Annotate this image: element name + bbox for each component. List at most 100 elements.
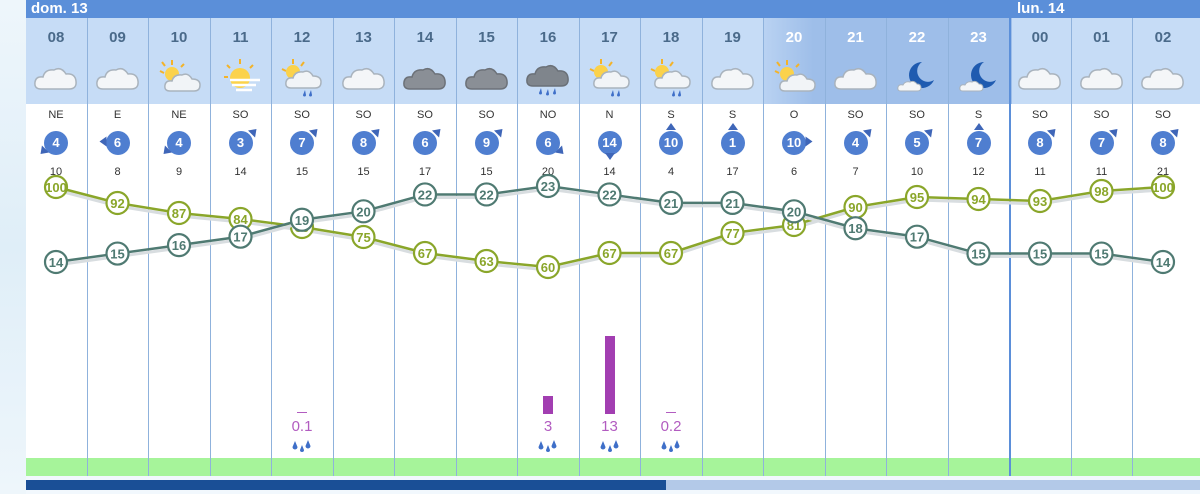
wind-gust: 14 [234,166,247,178]
humidity-point [105,190,130,216]
temperature-point [658,190,684,215]
humidity-label: 87 [172,206,186,221]
hour-label: 23 [970,29,987,46]
wind-gust: 9 [175,166,183,178]
wind-gust: 12 [972,166,985,178]
wind-gust: 15 [357,166,370,178]
humidity-point [351,224,376,250]
temperature-point [289,207,315,232]
hour-label: 14 [416,29,434,46]
rain-dash [297,412,307,413]
wind-direction: SO [355,109,372,121]
temperature-label: 23 [541,179,555,194]
wind-gust: 15 [480,166,493,178]
wind-direction: SO [847,109,864,121]
hour-label: 00 [1031,29,1049,46]
humidity-label: 67 [602,246,616,261]
humidity-label: 63 [479,254,493,269]
wind-speed-badge: 9 [474,131,499,155]
wind-speed-badge: 10 [659,131,683,155]
temperature-point [535,173,561,199]
wind-gust: 11 [1034,166,1046,178]
temperature-label: 15 [1033,247,1047,262]
column-divider [825,18,826,476]
timeline-scrollbar-thumb[interactable] [26,480,666,490]
rain-bar [543,396,553,414]
humidity-label: 93 [1033,194,1047,209]
sun-cloud-icon [154,58,204,98]
humidity-point [474,248,499,274]
wind-gust: 15 [295,166,309,178]
temperature-point [904,224,930,249]
column-divider [87,18,88,476]
temperature-label: 22 [602,187,616,202]
wind-direction: SO [417,109,433,121]
temperature-label: 22 [418,187,432,202]
humidity-point [1027,188,1053,214]
wind-speed-badge: 8 [1151,131,1175,155]
column-divider [148,18,149,476]
sun-cloud-rain-icon [585,58,635,98]
temperature-label: 20 [356,204,370,219]
wind-gust: 4 [667,166,675,178]
temperature-point [720,190,745,215]
rain-amount: 13 [601,418,618,435]
wind-direction: SO [294,109,310,121]
wind-speed-badge: 10 [782,131,806,155]
rain-drops-icon [598,438,622,454]
cloud-icon [831,58,881,98]
wind-direction: SO [909,109,925,121]
wind-direction: S [667,109,675,121]
wind-direction: S [974,109,983,121]
wind-arrow-icon [604,153,615,160]
column-divider [517,18,518,476]
day-header-monday: lun. 14 [1012,0,1200,18]
temperature-point [597,182,622,207]
wind-speed-badge: 8 [351,131,376,155]
column-divider [1009,18,1011,476]
column-divider [333,18,334,476]
wind-speed-badge: 3 [228,131,253,155]
rain-drops-icon [659,438,683,454]
column-divider [1071,18,1072,476]
rain-amount: 3 [543,418,553,435]
column-divider [640,18,641,476]
temperature-point [412,182,438,207]
rain-drops-icon [290,438,314,454]
temperature-label: 15 [1094,247,1108,262]
temperature-point [843,216,868,241]
humidity-point [966,186,991,212]
wind-speed-badge: 6 [536,131,560,155]
temperature-label: 20 [787,204,801,219]
wind-direction: E [113,109,122,121]
wind-direction: SO [478,109,495,121]
rain-amount: 0.2 [660,418,682,435]
wind-speed-badge: 4 [167,131,191,155]
hour-label: 18 [662,29,680,46]
wind-direction: SO [232,109,249,121]
hour-label: 09 [109,29,126,46]
humidity-point [1089,178,1114,204]
column-divider [210,18,211,476]
hour-label: 20 [785,29,803,46]
wind-gust: 6 [790,166,798,178]
column-divider [1132,18,1133,476]
cloud-icon [93,58,143,98]
wind-gust: 10 [910,166,924,178]
wind-gust: 7 [852,166,859,178]
temperature-label: 21 [664,196,678,211]
sun-cloud-icon [769,58,819,98]
moon-icon [954,58,1004,98]
wind-speed-badge: 7 [290,131,314,155]
wind-speed-badge: 14 [597,131,622,155]
temperature-label: 18 [848,221,862,236]
hour-label: 01 [1093,29,1110,46]
temperature-point [43,249,69,275]
wind-gust: 17 [418,166,432,178]
temperature-label: 19 [295,213,309,228]
hour-label: 02 [1154,29,1172,46]
cloud-icon [1077,58,1127,98]
humidity-label: 100 [1152,180,1174,195]
wind-gust: 14 [603,166,616,178]
hazy-sun-icon [216,58,266,98]
